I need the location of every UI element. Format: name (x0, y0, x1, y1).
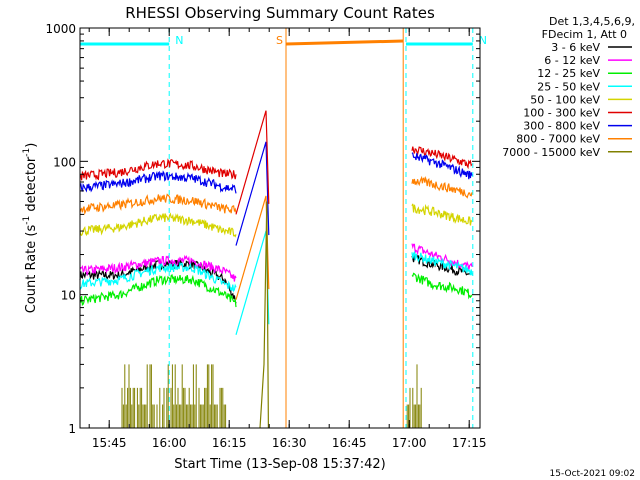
series-line-3-pre (79, 261, 237, 293)
series-line-6-pre (79, 170, 237, 194)
x-tick-label-4: 16:45 (332, 436, 367, 450)
legend-label-7: 800 - 7000 keV (516, 133, 600, 146)
legend-header-2: FDecim 1, Att 0 (542, 28, 627, 41)
series-line-2-pre (79, 273, 237, 308)
olive-flare (259, 201, 269, 429)
plot-frame (79, 27, 481, 429)
legend-label-4: 50 - 100 keV (530, 93, 600, 106)
series-line-5-pre (79, 158, 237, 181)
series-line-6-post (411, 152, 473, 180)
annotation-label-2: S (276, 34, 283, 47)
legend-label-3: 25 - 50 keV (537, 80, 600, 93)
series-line-3-post (411, 250, 473, 276)
flare-spike (235, 141, 270, 246)
legend-label-0: 3 - 6 keV (551, 41, 600, 54)
series-line-5-post (411, 146, 473, 170)
x-tick-label-3: 16:30 (272, 436, 307, 450)
series-line-4-pre (79, 212, 237, 238)
legend: Det 1,3,4,5,6,9, FDecim 1, Att 0 3 - 6 k… (502, 15, 635, 159)
x-tick-label-0: 15:45 (92, 436, 127, 450)
x-tick-label-6: 17:15 (452, 436, 487, 450)
x-axis-label: Start Time (13-Sep-08 15:37:42) (174, 457, 385, 472)
annotation-label-1: N (479, 34, 487, 47)
y-tick-label-1: 10 (61, 289, 76, 303)
series-line-2-post (411, 272, 473, 300)
x-tick-label-2: 16:15 (212, 436, 247, 450)
series-line-7-pre (79, 193, 237, 216)
legend-label-2: 12 - 25 keV (537, 67, 600, 80)
series-line-7-post (411, 175, 473, 199)
render-timestamp: 15-Oct-2021 09:02 (550, 469, 635, 479)
series-line-1-pre (79, 254, 237, 282)
annotation-bar-2 (285, 39, 404, 46)
legend-label-8: 7000 - 15000 keV (502, 146, 600, 159)
x-tick-label-5: 17:00 (392, 436, 427, 450)
y-tick-label-2: 100 (53, 155, 76, 169)
y-tick-label-3: 1000 (45, 22, 76, 36)
legend-label-1: 6 - 12 keV (544, 54, 600, 67)
series-line-0-pre (79, 259, 237, 304)
legend-label-6: 300 - 800 keV (523, 120, 600, 133)
annotation-label-0: N (175, 34, 183, 47)
y-tick-label-0: 1 (68, 422, 76, 436)
plot-area: N N S 15:45 16:00 16:15 16:30 16:45 17:00 17:15 1… (45, 22, 487, 450)
series-line-4-post (411, 203, 473, 226)
chart-title: RHESSI Observing Summary Count Rates (125, 4, 435, 22)
flare-spike (235, 110, 270, 215)
y-axis-label: Count Rate (s-1 detector-1) (22, 143, 39, 314)
legend-header-1: Det 1,3,4,5,6,9, (549, 15, 635, 28)
x-tick-label-1: 16:00 (152, 436, 187, 450)
legend-label-5: 100 - 300 keV (523, 107, 600, 120)
flare-spike (235, 195, 270, 300)
